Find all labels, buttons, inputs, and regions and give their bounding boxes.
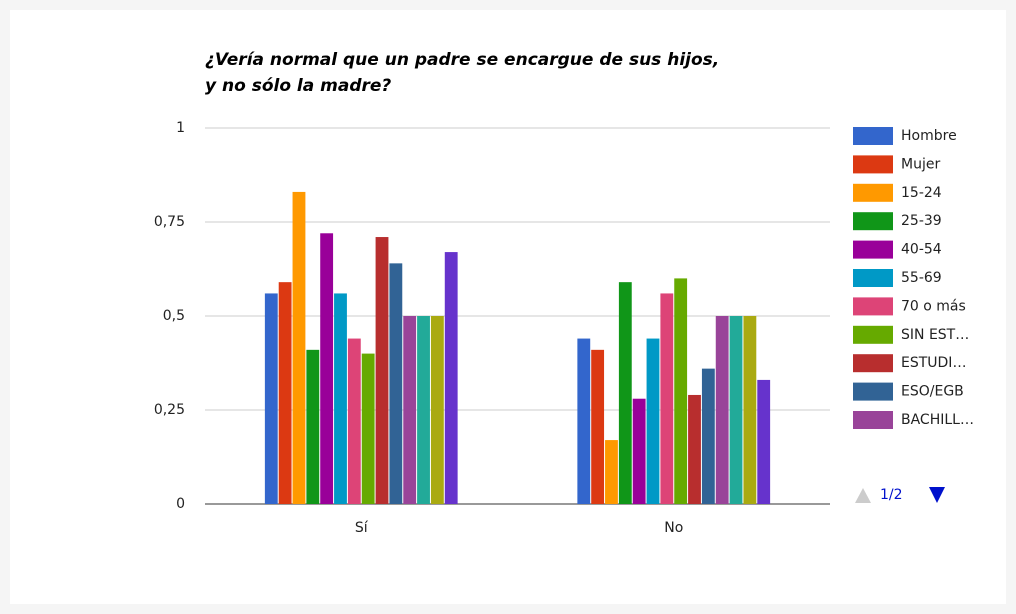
legend-label: ESTUDI… bbox=[901, 355, 966, 371]
legend-page: 1/2 bbox=[880, 487, 903, 503]
y-tick-label: 0,75 bbox=[154, 214, 185, 230]
bar bbox=[674, 278, 688, 504]
bar bbox=[375, 237, 389, 505]
legend-swatch bbox=[853, 155, 893, 174]
legend-label: ESO/EGB bbox=[901, 384, 964, 400]
chart-background bbox=[10, 10, 1006, 604]
y-tick-label: 1 bbox=[176, 120, 185, 136]
legend-swatch bbox=[853, 212, 893, 231]
legend-prev bbox=[855, 488, 871, 503]
y-tick-label: 0 bbox=[176, 496, 185, 512]
legend-label: 25-39 bbox=[901, 213, 942, 229]
legend-swatch bbox=[853, 382, 893, 401]
bar bbox=[320, 233, 334, 504]
legend-swatch bbox=[853, 269, 893, 287]
legend-label: 40-54 bbox=[901, 242, 942, 258]
bar bbox=[264, 293, 278, 504]
legend-swatch bbox=[853, 325, 893, 344]
legend-label: Hombre bbox=[901, 128, 957, 144]
bar bbox=[688, 394, 701, 504]
bar bbox=[618, 282, 632, 504]
bar bbox=[430, 316, 444, 504]
legend-swatch bbox=[853, 240, 893, 259]
bar bbox=[632, 398, 646, 504]
bar bbox=[757, 379, 771, 504]
bar bbox=[660, 293, 674, 504]
bar bbox=[743, 316, 757, 504]
bar bbox=[347, 338, 361, 504]
bar bbox=[306, 349, 320, 504]
bar bbox=[701, 368, 715, 504]
bar bbox=[389, 263, 403, 504]
legend-swatch bbox=[853, 411, 893, 429]
legend-next[interactable] bbox=[929, 487, 945, 503]
bar bbox=[444, 252, 458, 504]
legend-swatch bbox=[853, 127, 893, 145]
bar bbox=[361, 353, 375, 504]
bar bbox=[292, 191, 306, 505]
chart-title: y no sólo la madre? bbox=[205, 76, 391, 96]
legend-label: 15-24 bbox=[901, 185, 942, 201]
legend-swatch bbox=[853, 354, 893, 373]
bar bbox=[646, 338, 660, 504]
bar bbox=[334, 293, 347, 504]
legend-label: Mujer bbox=[901, 156, 940, 172]
y-tick-label: 0,25 bbox=[154, 402, 185, 418]
chart-title: ¿Vería normal que un padre se encargue d… bbox=[205, 50, 719, 70]
legend-swatch bbox=[853, 297, 893, 316]
bar bbox=[715, 316, 729, 504]
legend-label: SIN EST… bbox=[901, 327, 969, 343]
bar bbox=[577, 338, 591, 504]
x-tick-label: No bbox=[664, 520, 683, 536]
bar bbox=[403, 316, 417, 504]
bar bbox=[278, 282, 292, 504]
y-tick-label: 0,5 bbox=[163, 308, 185, 324]
bar bbox=[417, 316, 430, 504]
legend-swatch bbox=[853, 183, 893, 202]
legend-label: BACHILL… bbox=[901, 412, 974, 428]
bar bbox=[729, 316, 743, 504]
bar bbox=[591, 349, 605, 504]
legend-label: 55-69 bbox=[901, 270, 942, 286]
x-tick-label: Sí bbox=[355, 520, 369, 536]
legend-label: 70 o más bbox=[901, 298, 966, 314]
bar bbox=[605, 440, 618, 504]
